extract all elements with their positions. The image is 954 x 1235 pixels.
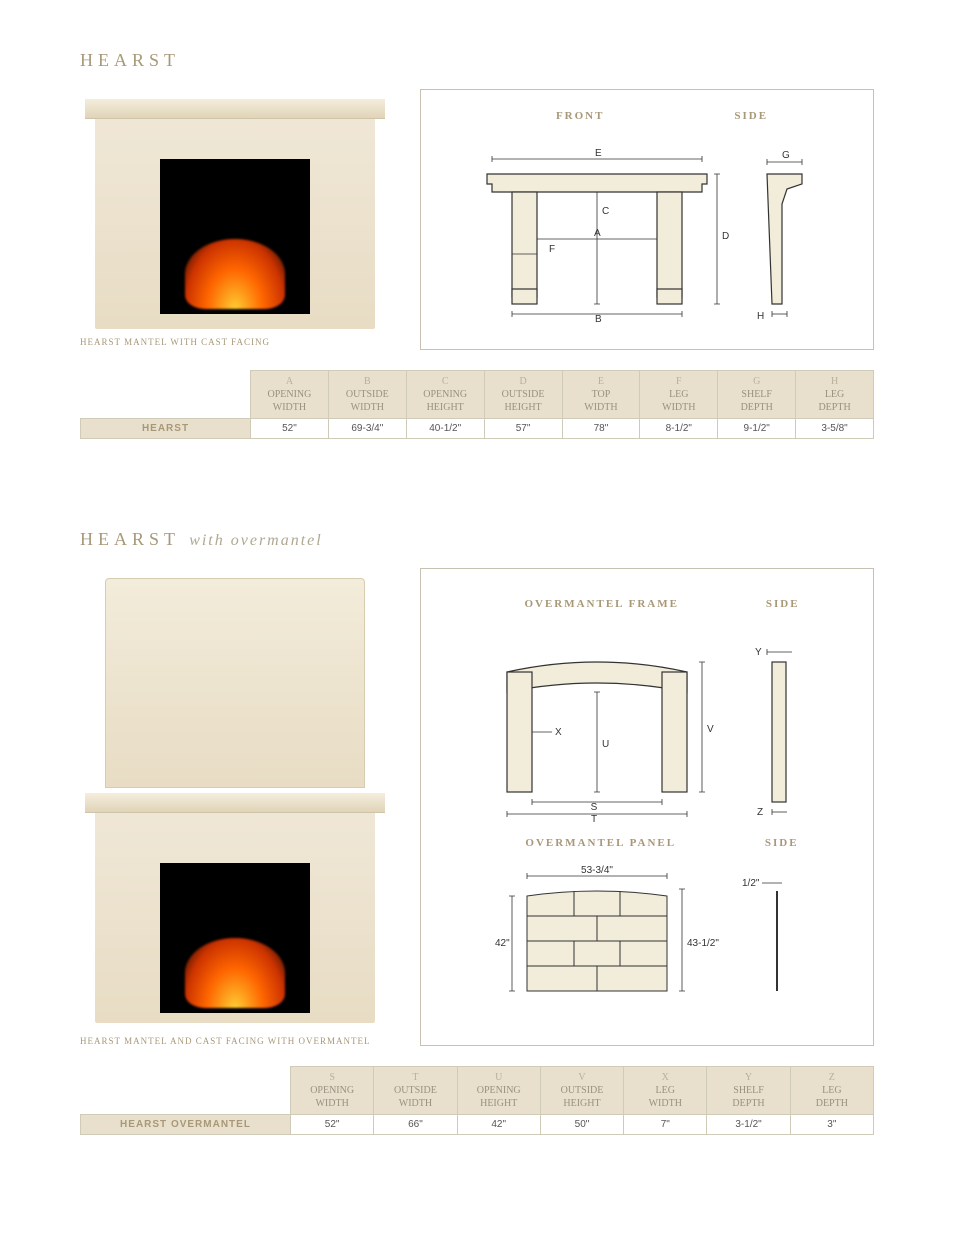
svg-text:U: U	[602, 739, 609, 750]
table-cell: 52"	[251, 419, 329, 439]
svg-text:D: D	[722, 231, 729, 242]
diagram-label-panel: OVERMANTEL PANEL	[525, 837, 676, 849]
spec-table-2: SOPENINGWIDTHTOUTSIDEWIDTHUOPENINGHEIGHT…	[80, 1066, 874, 1135]
svg-text:43-1/2": 43-1/2"	[687, 938, 719, 949]
table-header: FLEGWIDTH	[640, 371, 718, 419]
table-header: ETOPWIDTH	[562, 371, 640, 419]
product-column: HEARST MANTEL AND CAST FACING WITH OVERM…	[80, 568, 390, 1046]
table-cell: 8-1/2"	[640, 419, 718, 439]
table-cell: 9-1/2"	[718, 419, 796, 439]
section-hearst: HEARST HEARST MANTEL WITH CAST FACING FR…	[80, 50, 874, 439]
table-header: DOUTSIDEHEIGHT	[484, 371, 562, 419]
overmantel-frame-diagram: S T U V X Y Z	[457, 622, 837, 822]
diagram-label-side: SIDE	[766, 598, 800, 610]
table-cell: 40-1/2"	[406, 419, 484, 439]
table-header: VOUTSIDEHEIGHT	[540, 1067, 623, 1115]
front-side-diagram: E A C D F B G H	[457, 134, 837, 324]
svg-text:Z: Z	[757, 807, 763, 818]
table-cell: 52"	[291, 1115, 374, 1135]
product-image	[80, 568, 390, 1028]
diagram-box: FRONT SIDE	[420, 89, 874, 350]
table-cell: 3"	[790, 1115, 873, 1135]
content-row: HEARST MANTEL AND CAST FACING WITH OVERM…	[80, 568, 874, 1046]
svg-text:S: S	[591, 802, 598, 813]
diagram-label-side: SIDE	[765, 837, 799, 849]
table-cell: 50"	[540, 1115, 623, 1135]
table-cell: 57"	[484, 419, 562, 439]
section-hearst-overmantel: HEARST with overmantel HEARST MANTEL AND…	[80, 529, 874, 1135]
section-title: HEARST with overmantel	[80, 529, 874, 550]
product-image	[80, 89, 390, 329]
svg-text:T: T	[591, 814, 597, 822]
diagram-label-side: SIDE	[734, 110, 768, 122]
table-header: UOPENINGHEIGHT	[457, 1067, 540, 1115]
table-header: AOPENINGWIDTH	[251, 371, 329, 419]
diagram-box: OVERMANTEL FRAME SIDE	[420, 568, 874, 1046]
svg-text:G: G	[782, 150, 790, 161]
table-cell: 69-3/4"	[328, 419, 406, 439]
diagram-label-frame: OVERMANTEL FRAME	[524, 598, 679, 610]
table-cell: 66"	[374, 1115, 457, 1135]
content-row: HEARST MANTEL WITH CAST FACING FRONT SID…	[80, 89, 874, 350]
svg-text:B: B	[595, 314, 602, 324]
product-caption: HEARST MANTEL AND CAST FACING WITH OVERM…	[80, 1036, 390, 1046]
table-header: ZLEGDEPTH	[790, 1067, 873, 1115]
svg-text:V: V	[707, 724, 714, 735]
table-header: BOUTSIDEWIDTH	[328, 371, 406, 419]
table-header: SOPENINGWIDTH	[291, 1067, 374, 1115]
table-row-label: HEARST	[81, 419, 251, 439]
svg-text:Y: Y	[755, 647, 762, 658]
section-title: HEARST	[80, 50, 874, 71]
table-row-label: HEARST OVERMANTEL	[81, 1115, 291, 1135]
product-caption: HEARST MANTEL WITH CAST FACING	[80, 337, 390, 347]
table-header: GSHELFDEPTH	[718, 371, 796, 419]
table-header: YSHELFDEPTH	[707, 1067, 790, 1115]
svg-text:C: C	[602, 206, 609, 217]
table-header: HLEGDEPTH	[796, 371, 874, 419]
table-cell: 7"	[624, 1115, 707, 1135]
spec-table-1: AOPENINGWIDTHBOUTSIDEWIDTHCOPENINGHEIGHT…	[80, 370, 874, 439]
table-header: XLEGWIDTH	[624, 1067, 707, 1115]
svg-text:F: F	[549, 244, 555, 255]
table-header: TOUTSIDEWIDTH	[374, 1067, 457, 1115]
svg-text:1/2": 1/2"	[742, 878, 760, 889]
table-cell: 3-1/2"	[707, 1115, 790, 1135]
svg-text:42": 42"	[495, 938, 510, 949]
svg-text:E: E	[595, 148, 602, 159]
svg-text:X: X	[555, 727, 562, 738]
product-column: HEARST MANTEL WITH CAST FACING	[80, 89, 390, 350]
svg-text:53-3/4": 53-3/4"	[581, 865, 613, 876]
table-cell: 42"	[457, 1115, 540, 1135]
table-cell: 3-5/8"	[796, 419, 874, 439]
overmantel-panel-diagram: 53-3/4" 42" 43-1/2" 1/2"	[457, 861, 837, 1011]
diagram-label-front: FRONT	[556, 110, 605, 122]
svg-text:A: A	[594, 228, 601, 239]
table-header: COPENINGHEIGHT	[406, 371, 484, 419]
svg-text:H: H	[757, 311, 764, 322]
table-cell: 78"	[562, 419, 640, 439]
